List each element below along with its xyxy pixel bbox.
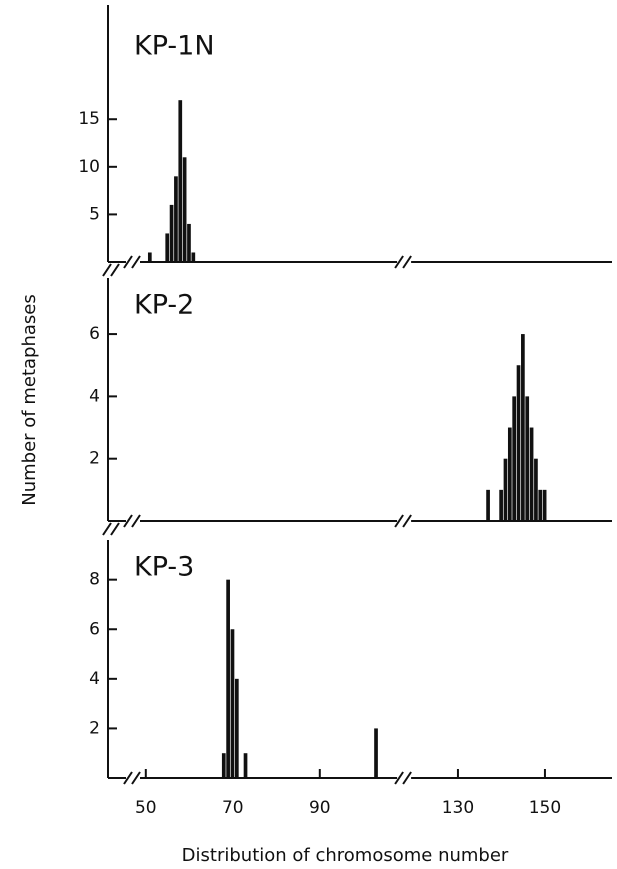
y-tick-label: 2 — [89, 449, 100, 469]
y-tick-label: 8 — [89, 570, 100, 590]
bar — [234, 678, 239, 778]
x-tick-label: 130 — [442, 798, 474, 818]
axis-break — [394, 771, 404, 785]
bar — [178, 100, 183, 263]
y-tick-label: 6 — [89, 619, 100, 639]
y-tick-label: 2 — [89, 718, 100, 738]
y-tick-label: 5 — [89, 204, 100, 224]
panel-title: KP-3 — [134, 552, 194, 583]
y-tick-label: 4 — [89, 669, 100, 689]
axis-break — [102, 522, 112, 536]
bar — [486, 489, 490, 521]
bar — [503, 458, 508, 521]
axis-break — [110, 263, 120, 277]
bar — [516, 365, 521, 521]
axis-break — [131, 514, 141, 528]
y-axis-label: Number of metaphases — [19, 294, 40, 506]
y-tick-label: 10 — [78, 157, 100, 177]
bar — [165, 233, 170, 262]
x-tick-label: 70 — [222, 798, 244, 818]
axis-break — [402, 514, 412, 528]
bar — [187, 223, 191, 262]
bar — [174, 176, 178, 262]
bar — [169, 204, 174, 262]
bar — [191, 252, 196, 262]
x-axis-label: Distribution of chromosome number — [182, 845, 509, 866]
bar — [374, 728, 378, 778]
axis-break — [131, 771, 141, 785]
y-tick-label: 15 — [78, 109, 100, 129]
bar — [521, 334, 525, 521]
bar — [534, 458, 538, 521]
bar — [538, 489, 543, 521]
bar — [226, 579, 230, 778]
bar — [512, 396, 517, 521]
axis-break — [123, 514, 133, 528]
bar — [230, 629, 235, 778]
bar — [243, 753, 248, 778]
bar — [221, 753, 226, 778]
panel-title: KP-1N — [134, 31, 215, 62]
x-tick-label: 150 — [529, 798, 561, 818]
axis-break — [402, 255, 412, 269]
axis-break — [102, 263, 112, 277]
axis-break — [123, 771, 133, 785]
axis-break — [110, 522, 120, 536]
axis-break — [131, 255, 141, 269]
axis-break — [394, 514, 404, 528]
bar — [182, 157, 187, 262]
bar — [542, 489, 547, 521]
bar — [525, 396, 530, 521]
bar — [507, 427, 512, 521]
bar — [499, 489, 503, 521]
x-tick-label: 90 — [309, 798, 331, 818]
y-tick-label: 6 — [89, 324, 100, 344]
x-tick-label: 50 — [135, 798, 157, 818]
axis-break — [402, 771, 412, 785]
bar — [147, 252, 152, 262]
axis-break — [394, 255, 404, 269]
y-tick-label: 4 — [89, 386, 100, 406]
axis-break — [123, 255, 133, 269]
panel-title: KP-2 — [134, 290, 194, 321]
bar — [529, 427, 534, 521]
